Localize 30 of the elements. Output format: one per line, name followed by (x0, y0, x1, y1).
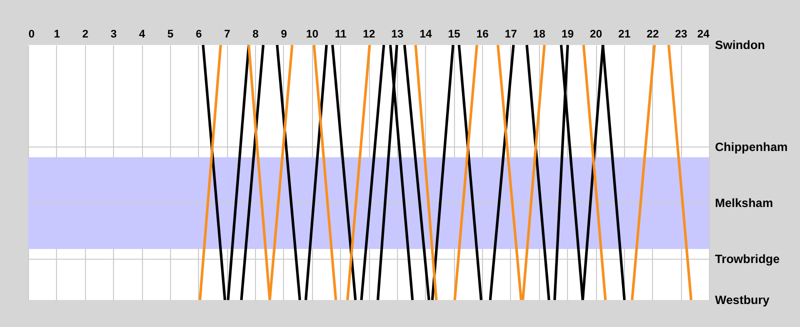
x-tick-label: 5 (167, 28, 174, 40)
ref-line-label: Melksham (715, 196, 774, 210)
x-tick-label: 8 (252, 28, 259, 40)
ref-line-label: Trowbridge (715, 252, 780, 266)
ref-line-label: Chippenham (715, 140, 788, 154)
x-tick-label: 15 (448, 28, 460, 40)
x-tick-label: 0 (28, 28, 35, 40)
x-tick-label: 3 (110, 28, 117, 40)
x-tick-label: 7 (224, 28, 230, 40)
x-tick-label: 20 (590, 28, 602, 40)
text: Swindon (715, 38, 765, 52)
text: Westbury (715, 293, 770, 307)
x-tick-label: 10 (306, 28, 318, 40)
x-tick-label: 12 (362, 28, 376, 40)
x-tick-label: 22 (646, 28, 659, 40)
x-tick-label: 23 (675, 28, 688, 40)
x-tick-label: 19 (562, 28, 574, 40)
x-tick-label: 11 (334, 28, 346, 40)
x-tick-label: 14 (420, 28, 433, 40)
x-tick-label: 2 (82, 28, 88, 40)
x-tick-label: 1 (54, 28, 60, 40)
x-tick-label: 24 (697, 28, 710, 40)
x-tick-label: 6 (196, 28, 202, 40)
x-tick-label: 13 (391, 28, 404, 40)
x-tick-label: 21 (618, 28, 630, 40)
x-tick-label: 9 (280, 28, 287, 40)
x-tick-label: 16 (476, 28, 489, 40)
x-tick-label: 18 (533, 28, 546, 40)
x-tick-label: 17 (504, 28, 517, 40)
x-tick-label: 4 (138, 28, 146, 40)
